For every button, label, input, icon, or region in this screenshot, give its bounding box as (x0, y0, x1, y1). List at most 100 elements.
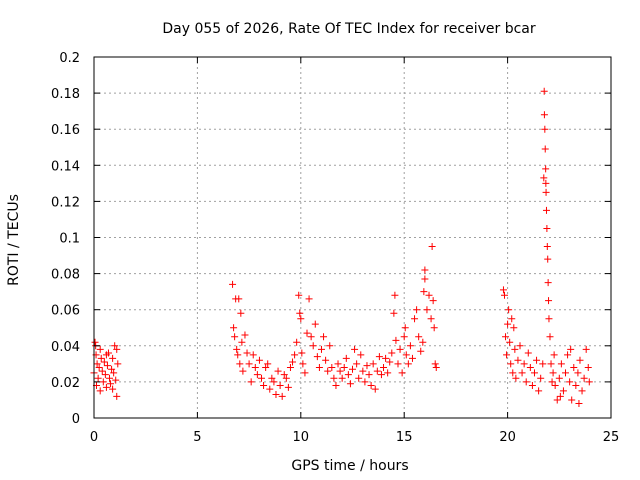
y-tick-label: 0.18 (51, 87, 80, 102)
data-point (101, 371, 109, 379)
data-point (544, 255, 552, 263)
data-point (420, 288, 428, 296)
data-point (359, 367, 367, 375)
data-point (562, 369, 570, 377)
data-point (541, 145, 549, 153)
data-point (237, 309, 245, 317)
data-point (377, 371, 385, 379)
data-point (317, 345, 325, 353)
x-tick-label: 10 (293, 430, 310, 445)
data-point (390, 309, 398, 317)
data-point (262, 363, 270, 371)
data-point (109, 354, 117, 362)
data-point (351, 345, 359, 353)
data-point (543, 224, 551, 232)
data-point (309, 342, 317, 350)
data-point (235, 295, 243, 303)
x-tick-label: 25 (603, 430, 620, 445)
y-tick-label: 0.1 (59, 232, 80, 247)
data-point (550, 351, 558, 359)
data-point (272, 391, 280, 399)
data-point (574, 369, 582, 377)
data-point (338, 374, 346, 382)
data-point (564, 351, 572, 359)
data-point (499, 286, 507, 294)
data-point (402, 351, 410, 359)
y-tick-labels: 0 0.02 0.04 0.06 0.08 0.1 0.12 0.14 0.16 0.18 0.2 (51, 51, 80, 427)
data-point (336, 367, 344, 375)
data-point (357, 351, 365, 359)
data-point (344, 371, 352, 379)
data-point (291, 351, 299, 359)
data-point (511, 345, 519, 353)
plot-frame (93, 56, 612, 419)
data-point (427, 315, 435, 323)
data-point (524, 349, 532, 357)
data-point (506, 338, 514, 346)
data-point (512, 374, 520, 382)
data-point (297, 315, 305, 323)
data-point (258, 374, 266, 382)
data-point (296, 309, 304, 317)
data-point (547, 360, 555, 368)
data-point (386, 358, 394, 366)
data-point (423, 306, 431, 314)
data-point (584, 363, 592, 371)
data-point (540, 87, 548, 95)
data-point (503, 351, 511, 359)
data-point (295, 291, 303, 299)
data-point (391, 291, 399, 299)
data-point (110, 369, 118, 377)
data-point (107, 380, 115, 388)
data-point (307, 333, 315, 341)
data-point (373, 367, 381, 375)
data-point (98, 367, 106, 375)
y-tick-label: 0.12 (51, 195, 80, 210)
data-point (270, 378, 278, 386)
chart-title: Day 055 of 2026, Rate Of TEC Index for r… (162, 21, 536, 37)
data-point (567, 345, 575, 353)
data-point (106, 374, 114, 382)
data-point (284, 383, 292, 391)
data-point (542, 206, 550, 214)
data-point (392, 336, 400, 344)
data-point (578, 387, 586, 395)
data-point (533, 356, 541, 364)
data-point (328, 363, 336, 371)
data-point (516, 342, 524, 350)
data-point (322, 356, 330, 364)
data-point (502, 333, 510, 341)
data-point (430, 324, 438, 332)
data-point (575, 400, 583, 408)
data-point (113, 392, 121, 400)
data-point (394, 360, 402, 368)
data-point (406, 342, 414, 350)
data-point (298, 349, 306, 357)
data-point (568, 396, 576, 404)
data-point (363, 362, 371, 370)
data-point (102, 351, 110, 359)
data-point (541, 125, 549, 133)
data-point (102, 383, 110, 391)
data-point (280, 371, 288, 379)
data-point (96, 345, 104, 353)
y-tick-label: 0.02 (51, 376, 80, 391)
data-point (542, 165, 550, 173)
data-point (293, 338, 301, 346)
data-point (413, 306, 421, 314)
y-tick-label: 0.08 (51, 268, 80, 283)
data-point (528, 382, 536, 390)
data-point (340, 363, 348, 371)
data-point (398, 369, 406, 377)
y-tick-label: 0 (72, 412, 80, 427)
data-point (311, 320, 319, 328)
data-point (94, 374, 102, 382)
data-point (421, 266, 429, 274)
data-point (548, 378, 556, 386)
x-tick-label: 20 (499, 430, 516, 445)
data-point (400, 333, 408, 341)
data-point (421, 275, 429, 283)
y-tick-label: 0.04 (51, 340, 80, 355)
data-point (537, 374, 545, 382)
